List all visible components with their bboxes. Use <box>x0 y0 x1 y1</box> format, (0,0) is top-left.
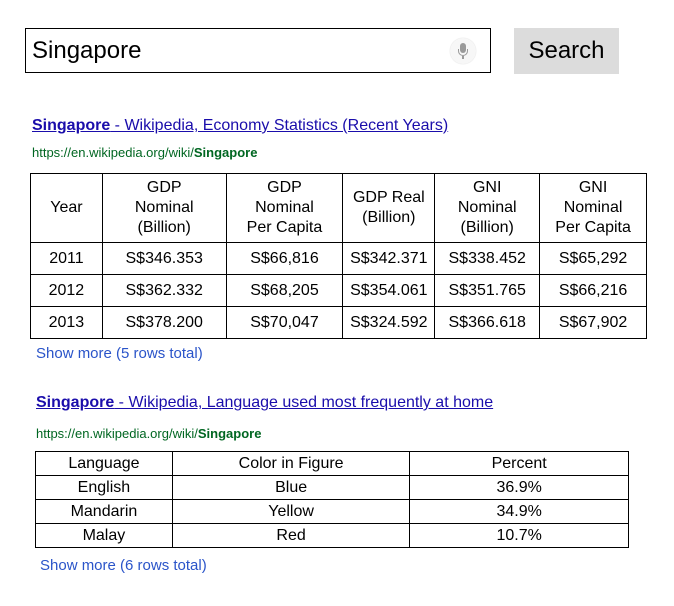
table-cell: 2013 <box>30 306 103 339</box>
column-header: GNI Nominal (Billion) <box>434 173 541 243</box>
result-1-url: https://en.wikipedia.org/wiki/Singapore <box>32 145 257 160</box>
table-cell: S$68,205 <box>225 274 344 307</box>
column-header-line: (Billion) <box>362 209 416 226</box>
table-cell: 34.9% <box>409 499 629 524</box>
result-2-url: https://en.wikipedia.org/wiki/Singapore <box>36 426 261 441</box>
column-header: GDP Nominal (Billion) <box>101 173 227 243</box>
table-cell: S$324.592 <box>342 306 436 339</box>
table-cell: Mandarin <box>35 499 173 524</box>
table-cell: S$378.200 <box>101 306 227 339</box>
column-header-line: Nominal <box>255 199 314 216</box>
column-header: GDP Nominal Per Capita <box>225 173 344 243</box>
result-1-url-bold: Singapore <box>193 145 258 160</box>
table-cell: S$65,292 <box>539 242 647 275</box>
column-header: Year <box>30 173 103 243</box>
table-cell: Malay <box>35 523 173 548</box>
table-cell: Blue <box>171 475 411 500</box>
result-2-url-bold: Singapore <box>197 426 262 441</box>
show-more-language-link[interactable]: Show more (6 rows total) <box>40 557 207 574</box>
show-more-economy-link[interactable]: Show more (5 rows total) <box>36 345 203 362</box>
result-1-title-link[interactable]: Singapore - Wikipedia, Economy Statistic… <box>32 117 448 135</box>
table-cell: S$366.618 <box>434 306 541 339</box>
table-header-row: Year GDP Nominal (Billion) GDP Nominal Per Cap… <box>30 173 647 243</box>
column-header-line: Nominal <box>563 199 623 216</box>
table-cell: S$362.332 <box>101 274 227 307</box>
language-table: Language Color in Figure Percent English Bl… <box>35 451 629 548</box>
table-cell: S$67,902 <box>539 306 647 339</box>
table-cell: Red <box>171 523 411 548</box>
column-header: Language <box>35 451 173 476</box>
column-header-line: Year <box>50 199 83 216</box>
table-cell: S$351.765 <box>434 274 541 307</box>
search-input[interactable] <box>32 29 452 72</box>
table-row: 2013 S$378.200 S$70,047 S$324.592 S$366.618 S… <box>30 306 647 339</box>
result-2-title-bold: Singapore <box>36 394 115 411</box>
table-cell: S$354.061 <box>342 274 436 307</box>
table-cell: S$70,047 <box>225 306 344 339</box>
table-row: Malay Red 10.7% <box>35 523 629 548</box>
column-header-line: Per Capita <box>246 219 323 236</box>
search-box[interactable] <box>25 28 491 73</box>
column-header-line: GDP Real <box>352 189 425 206</box>
column-header-line: Nominal <box>134 199 194 216</box>
result-1-title-bold: Singapore <box>32 117 111 134</box>
column-header-line: GDP <box>267 179 302 196</box>
table-cell: S$338.452 <box>434 242 541 275</box>
table-row: English Blue 36.9% <box>35 475 629 500</box>
column-header-line: GDP <box>146 179 182 196</box>
search-button[interactable]: Search <box>514 28 619 74</box>
column-header-line: GNI <box>578 179 608 196</box>
table-cell: S$66,216 <box>539 274 647 307</box>
result-1-title-rest: - Wikipedia, Economy Statistics (Recent … <box>110 117 449 134</box>
table-cell: 36.9% <box>409 475 629 500</box>
table-cell: Yellow <box>171 499 411 524</box>
column-header-line: Nominal <box>457 199 517 216</box>
result-2-title-link[interactable]: Singapore - Wikipedia, Language used mos… <box>36 394 493 412</box>
table-row: Mandarin Yellow 34.9% <box>35 499 629 524</box>
result-2-title-rest: - Wikipedia, Language used most frequent… <box>114 394 494 411</box>
column-header-line: (Billion) <box>137 219 191 236</box>
table-cell: 10.7% <box>409 523 629 548</box>
table-cell: S$342.371 <box>342 242 436 275</box>
result-1-url-prefix: https://en.wikipedia.org/wiki/ <box>32 145 194 160</box>
table-cell: 2012 <box>30 274 103 307</box>
column-header: Color in Figure <box>171 451 411 476</box>
table-header-row: Language Color in Figure Percent <box>35 451 629 476</box>
table-cell: English <box>35 475 173 500</box>
column-header: GNI Nominal Per Capita <box>539 173 647 243</box>
table-cell: S$346.353 <box>101 242 227 275</box>
column-header-line: GNI <box>472 179 502 196</box>
column-header: GDP Real (Billion) <box>342 173 436 243</box>
microphone-icon[interactable] <box>450 38 476 64</box>
economy-statistics-table: Year GDP Nominal (Billion) GDP Nominal Per Cap… <box>30 173 647 339</box>
table-cell: S$66,816 <box>225 242 344 275</box>
result-2-url-prefix: https://en.wikipedia.org/wiki/ <box>36 426 198 441</box>
table-cell: 2011 <box>30 242 103 275</box>
column-header: Percent <box>409 451 629 476</box>
table-row: 2012 S$362.332 S$68,205 S$354.061 S$351.765 S… <box>30 274 647 307</box>
column-header-line: (Billion) <box>460 219 514 236</box>
table-row: 2011 S$346.353 S$66,816 S$342.371 S$338.452 S… <box>30 242 647 275</box>
column-header-line: Per Capita <box>555 219 631 236</box>
